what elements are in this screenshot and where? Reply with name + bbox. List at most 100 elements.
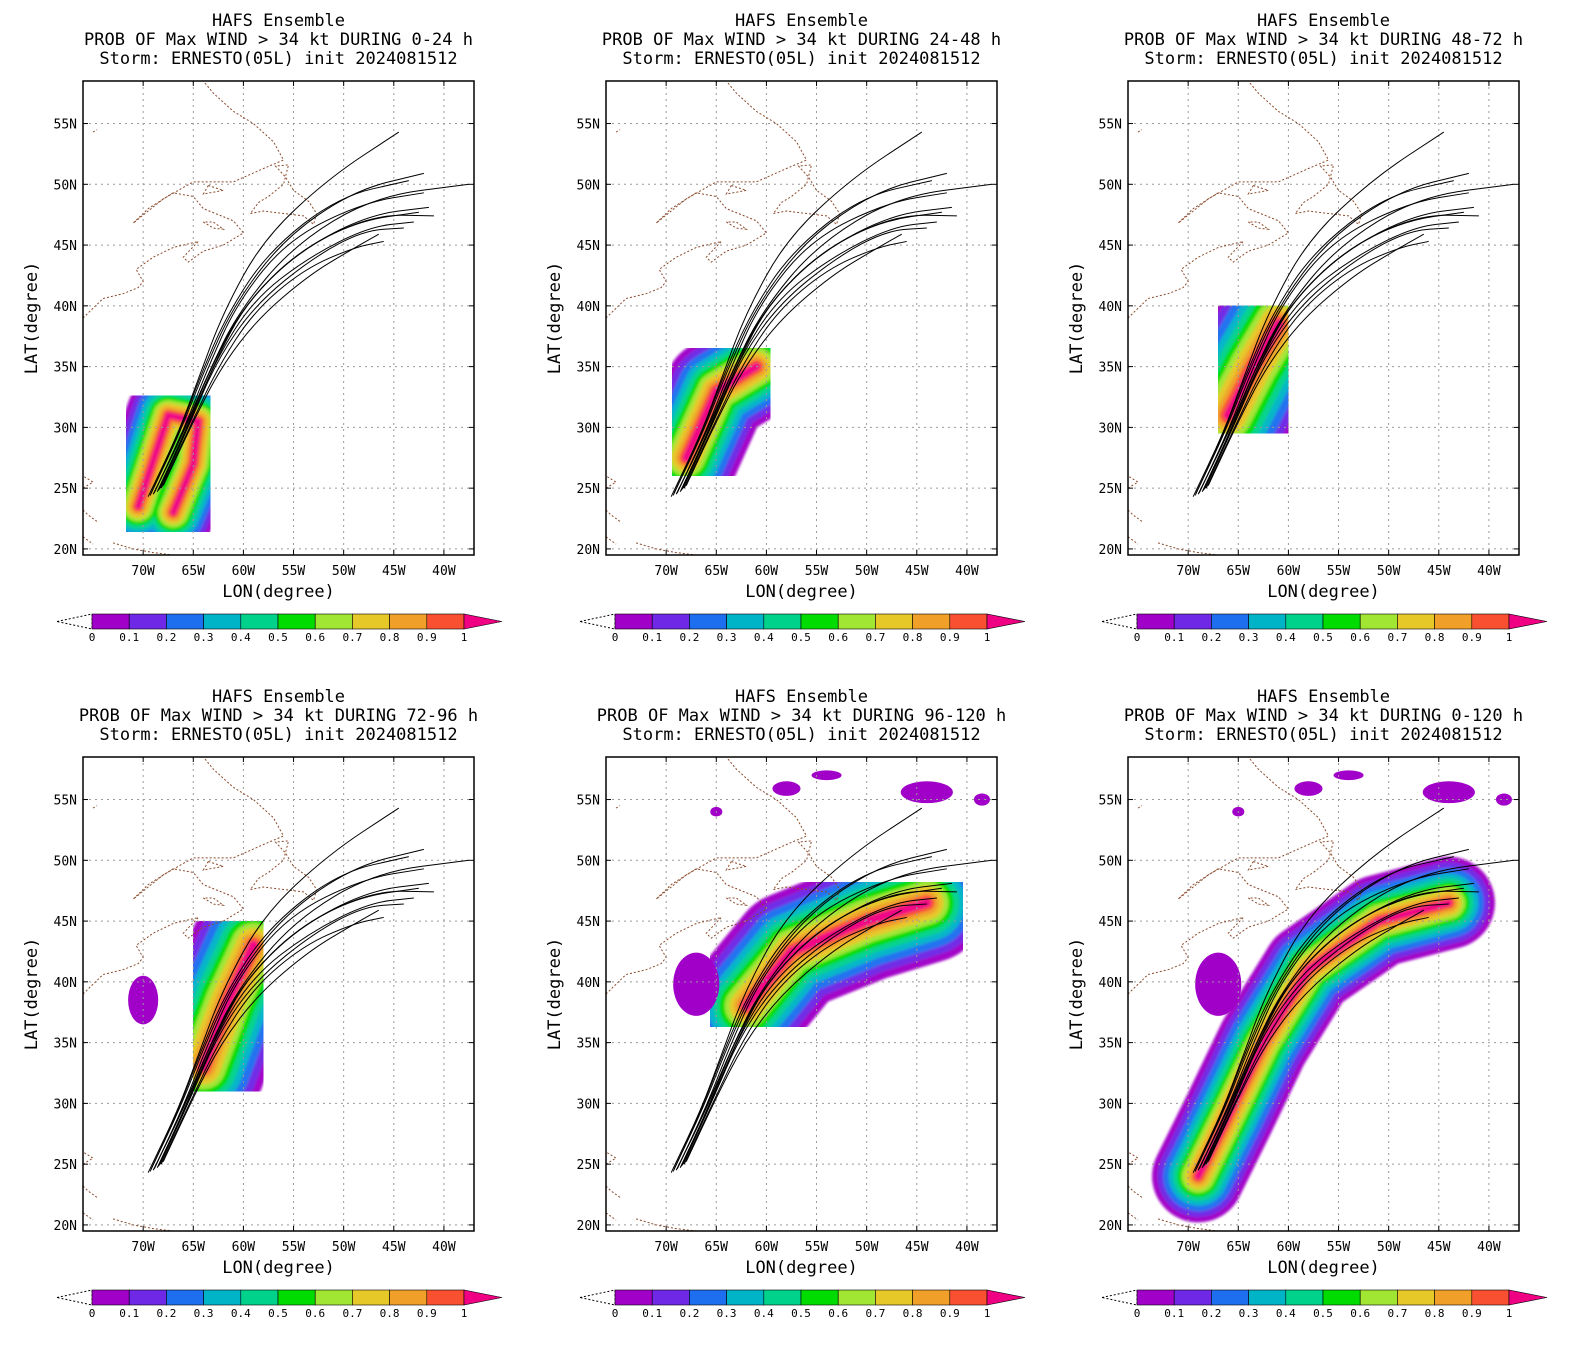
colorbar-swatch: [912, 1289, 951, 1306]
prob-patch: [1422, 781, 1475, 804]
ensemble-track: [683, 240, 907, 489]
colorbar-swatch: [128, 613, 167, 630]
colorbar-swatch: [1211, 1289, 1249, 1306]
colorbar-label: 1: [461, 1307, 468, 1320]
colorbar: 0 0.1 0.2 0.3 0.4 0.5 0.6 0.7 0.8 0.9 1: [1101, 1289, 1548, 1320]
chart-title-line1: HAFS Ensemble: [212, 687, 345, 707]
y-tick-label: 25N: [1099, 482, 1122, 497]
colorbar-label: 0.6: [1350, 631, 1370, 644]
colorbar-low-arrow: [56, 613, 93, 630]
x-tick-label: 45W: [1427, 1240, 1451, 1255]
y-tick-label: 50N: [54, 178, 77, 193]
colorbar-label: 0.2: [156, 631, 176, 644]
y-tick-label: 20N: [577, 1219, 600, 1234]
coastline: [615, 805, 621, 809]
coastline: [1128, 1212, 1139, 1221]
colorbar-swatch: [1434, 613, 1473, 630]
ensemble-track: [685, 233, 903, 486]
colorbar-low-arrow: [579, 1289, 616, 1306]
coastline: [92, 805, 98, 809]
y-tick-label: 35N: [577, 361, 600, 376]
y-tick-label: 30N: [1099, 421, 1122, 436]
colorbar-label: 0.3: [194, 1307, 214, 1320]
plot-area: [606, 757, 997, 1231]
prob-patch: [811, 770, 842, 781]
x-axis-label: LON(degree): [222, 582, 335, 602]
y-tick-label: 20N: [577, 543, 600, 558]
coastline: [1137, 129, 1143, 133]
coastline: [83, 1185, 99, 1199]
coastline: [1128, 1151, 1139, 1165]
colorbar-swatch: [314, 1289, 353, 1306]
colorbar-label: 0.2: [1201, 1307, 1221, 1320]
coastline: [606, 475, 617, 489]
colorbar-label: 0.4: [231, 1307, 251, 1320]
gridlines: [606, 757, 997, 1231]
x-tick-label: 65W: [182, 1240, 206, 1255]
ensemble-track: [670, 807, 923, 1173]
coastline: [83, 509, 99, 523]
colorbar-swatch: [91, 1289, 130, 1306]
colorbar-label: 0.4: [1276, 631, 1296, 644]
y-tick-label: 35N: [54, 1037, 77, 1052]
ensemble-track: [683, 916, 907, 1165]
colorbar-swatch: [651, 1289, 690, 1306]
colorbar-swatch: [1136, 1289, 1175, 1306]
chart-title-line2: PROB OF Max WIND > 34 kt DURING 72-96 h: [79, 706, 478, 726]
x-tick-label: 40W: [955, 564, 979, 579]
ensemble-track: [1198, 192, 1469, 494]
ensemble-track: [680, 211, 942, 491]
y-tick-label: 40N: [1099, 976, 1122, 991]
x-tick-label: 55W: [805, 564, 829, 579]
colorbar-label: 0: [612, 631, 619, 644]
ensemble-track: [1205, 916, 1429, 1165]
y-tick-label: 35N: [577, 1037, 600, 1052]
colorbar: 0 0.1 0.2 0.3 0.4 0.5 0.6 0.7 0.8 0.9 1: [56, 1289, 503, 1320]
colorbar-swatch: [689, 613, 727, 630]
colorbar-swatch: [240, 1289, 279, 1306]
colorbar-high-arrow: [463, 613, 503, 630]
x-tick-label: 60W: [755, 564, 779, 579]
colorbar-label: 0.9: [940, 631, 960, 644]
y-tick-label: 25N: [577, 1158, 600, 1173]
ensemble-track: [1194, 180, 1454, 496]
prob-patch: [1195, 952, 1242, 1016]
ensemble-track: [1194, 856, 1454, 1172]
x-tick-label: 40W: [432, 1240, 456, 1255]
plot-frame: [605, 80, 998, 556]
prob-patch: [673, 952, 720, 1016]
colorbar-label: 0.7: [1387, 1307, 1407, 1320]
colorbar-low-arrow: [1101, 613, 1138, 630]
y-axis-label: LAT(degree): [545, 262, 565, 375]
ensemble-track: [1207, 909, 1425, 1162]
colorbar-swatch: [1211, 613, 1249, 630]
x-tick-label: 50W: [332, 1240, 356, 1255]
coastline: [1128, 509, 1144, 523]
coastline: [1247, 185, 1269, 195]
y-tick-label: 55N: [1099, 118, 1122, 133]
colorbar-label: 0.7: [342, 1307, 362, 1320]
y-axis-label: LAT(degree): [22, 262, 42, 375]
ensemble-track: [149, 856, 409, 1172]
x-tick-label: 55W: [282, 564, 306, 579]
colorbar-high-arrow: [1508, 1289, 1548, 1306]
colorbar-label: 0.8: [903, 1307, 923, 1320]
x-tick-label: 65W: [705, 564, 729, 579]
x-tick-label: 45W: [382, 564, 406, 579]
probability-field: [1152, 856, 1495, 1223]
x-axis-label: LON(degree): [1267, 1258, 1380, 1278]
colorbar-swatch: [1471, 613, 1510, 630]
plot-frame: [82, 80, 475, 556]
ensemble-tracks: [670, 807, 993, 1173]
y-tick-label: 20N: [54, 1219, 77, 1234]
y-axis-label: LAT(degree): [1067, 262, 1087, 375]
colorbar-swatch: [277, 613, 316, 630]
coastline: [202, 861, 224, 871]
ensemble-track: [162, 909, 380, 1162]
chart-title-line2: PROB OF Max WIND > 34 kt DURING 96-120 h: [597, 706, 1006, 726]
chart-title-line1: HAFS Ensemble: [1257, 687, 1390, 707]
gridlines: [83, 81, 474, 555]
coastline: [606, 1212, 617, 1221]
y-tick-label: 55N: [1099, 794, 1122, 809]
colorbar-swatch: [128, 1289, 167, 1306]
